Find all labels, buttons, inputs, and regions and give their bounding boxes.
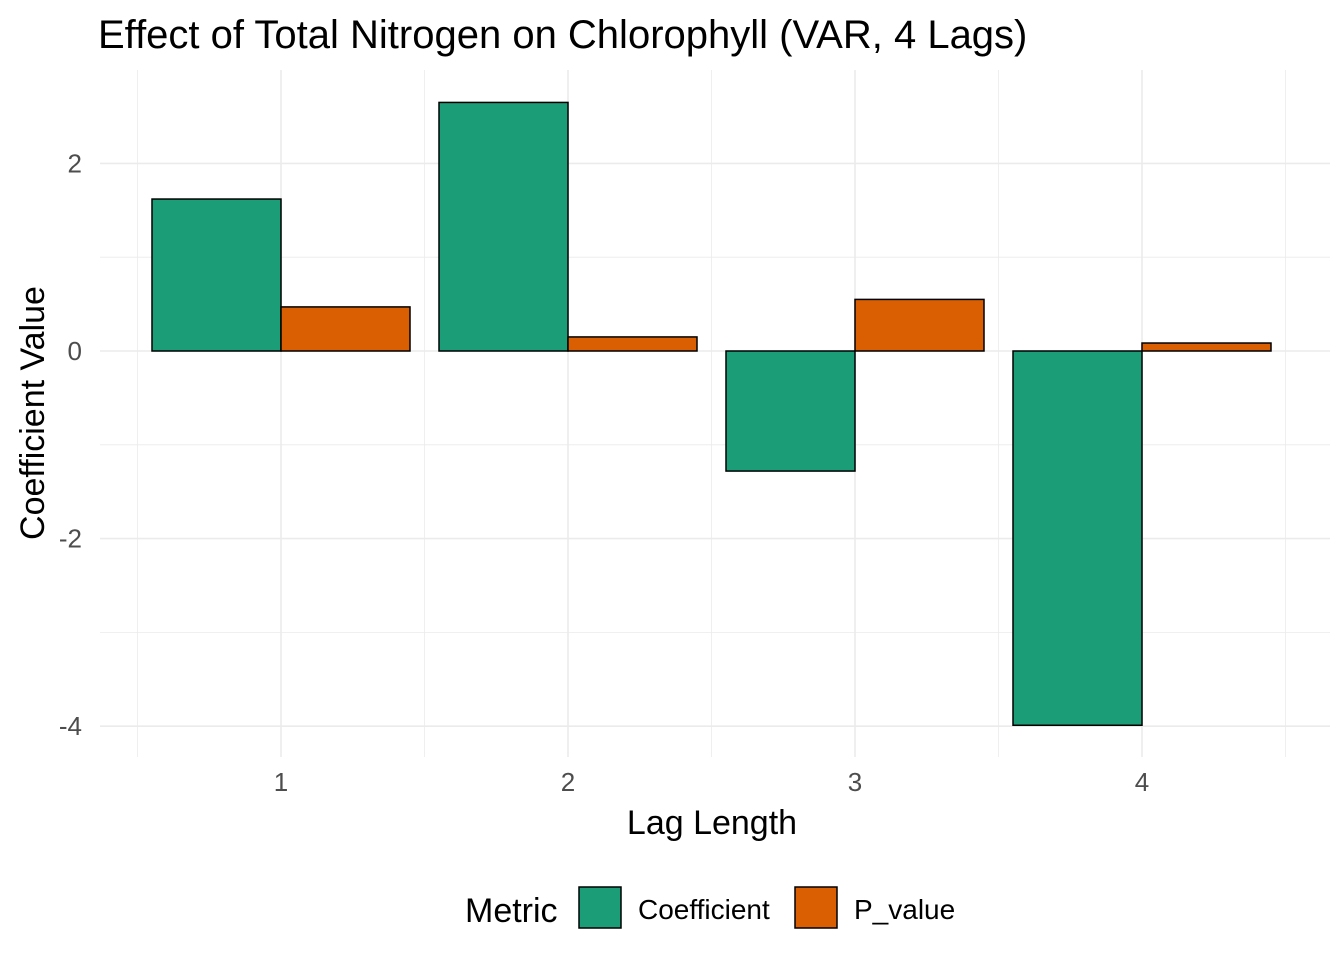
y-tick-label: -4	[59, 711, 82, 741]
x-tick-label: 2	[561, 767, 575, 797]
bar-p-value-lag-1	[280, 306, 411, 352]
bar-p-value-lag-3	[854, 298, 985, 352]
y-tick-label: 2	[68, 148, 82, 178]
x-axis-label: Lag Length	[627, 804, 797, 842]
x-tick-label: 3	[848, 767, 862, 797]
bar-p-value-lag-4	[1141, 342, 1272, 352]
legend-swatch-coefficient	[578, 886, 622, 929]
legend-title: Metric	[465, 892, 558, 930]
chart-title: Effect of Total Nitrogen on Chlorophyll …	[98, 13, 1027, 57]
gridlines	[100, 70, 1330, 757]
bar-p-value-lag-2	[567, 336, 698, 352]
bar-coefficient-lag-1	[151, 198, 282, 352]
bar-coefficient-lag-2	[438, 101, 569, 352]
y-axis-label: Coefficient Value	[14, 286, 52, 540]
legend: Metric Coefficient P_value	[465, 886, 955, 930]
y-tick-label: 0	[68, 336, 82, 366]
legend-label-p-value: P_value	[854, 894, 955, 925]
y-tick-label: -2	[59, 524, 82, 554]
x-tick-label: 4	[1135, 767, 1149, 797]
x-axis-ticks: 1 2 3 4	[274, 767, 1149, 797]
y-axis-ticks: 2 0 -2 -4	[59, 148, 82, 741]
x-tick-label: 1	[274, 767, 288, 797]
bars	[151, 101, 1272, 727]
bar-coefficient-lag-3	[725, 350, 856, 472]
bar-coefficient-lag-4	[1012, 350, 1143, 727]
legend-label-coefficient: Coefficient	[638, 894, 770, 925]
legend-swatch-p-value	[794, 886, 838, 929]
